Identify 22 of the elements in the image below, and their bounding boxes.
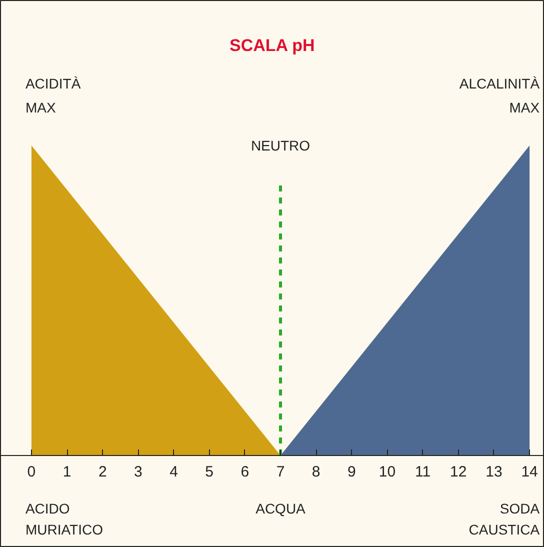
x-tick-label: 13 xyxy=(486,464,502,480)
text: ACQUA xyxy=(256,500,306,516)
x-tick-label: 5 xyxy=(205,464,214,480)
x-tick-label: 7 xyxy=(276,464,285,480)
x-tick-label: 9 xyxy=(347,464,356,480)
text: ACIDO MURIATICO xyxy=(25,500,104,538)
text: SODA CAUSTICA xyxy=(468,500,540,538)
x-tick-label: 3 xyxy=(134,464,142,480)
x-tick-label: 2 xyxy=(98,464,107,480)
annotation: ACIDITÀ MAX xyxy=(25,76,82,116)
chart-title: SCALA pH xyxy=(230,36,315,55)
x-tick-label: 10 xyxy=(378,464,396,480)
x-tick-label: 1 xyxy=(62,464,72,480)
x-tick-label: 6 xyxy=(240,464,250,480)
x-tick-label: 0 xyxy=(27,464,36,480)
ref-line-label: NEUTRO xyxy=(250,138,310,154)
x-tick-label: 12 xyxy=(450,464,467,480)
x-tick-label: 8 xyxy=(312,464,320,480)
x-tick-label: 11 xyxy=(415,464,431,480)
x-tick-label: 14 xyxy=(521,464,538,480)
annotation: ALCALINITÀ MAX xyxy=(459,76,540,116)
x-tick-label: 4 xyxy=(170,464,178,480)
